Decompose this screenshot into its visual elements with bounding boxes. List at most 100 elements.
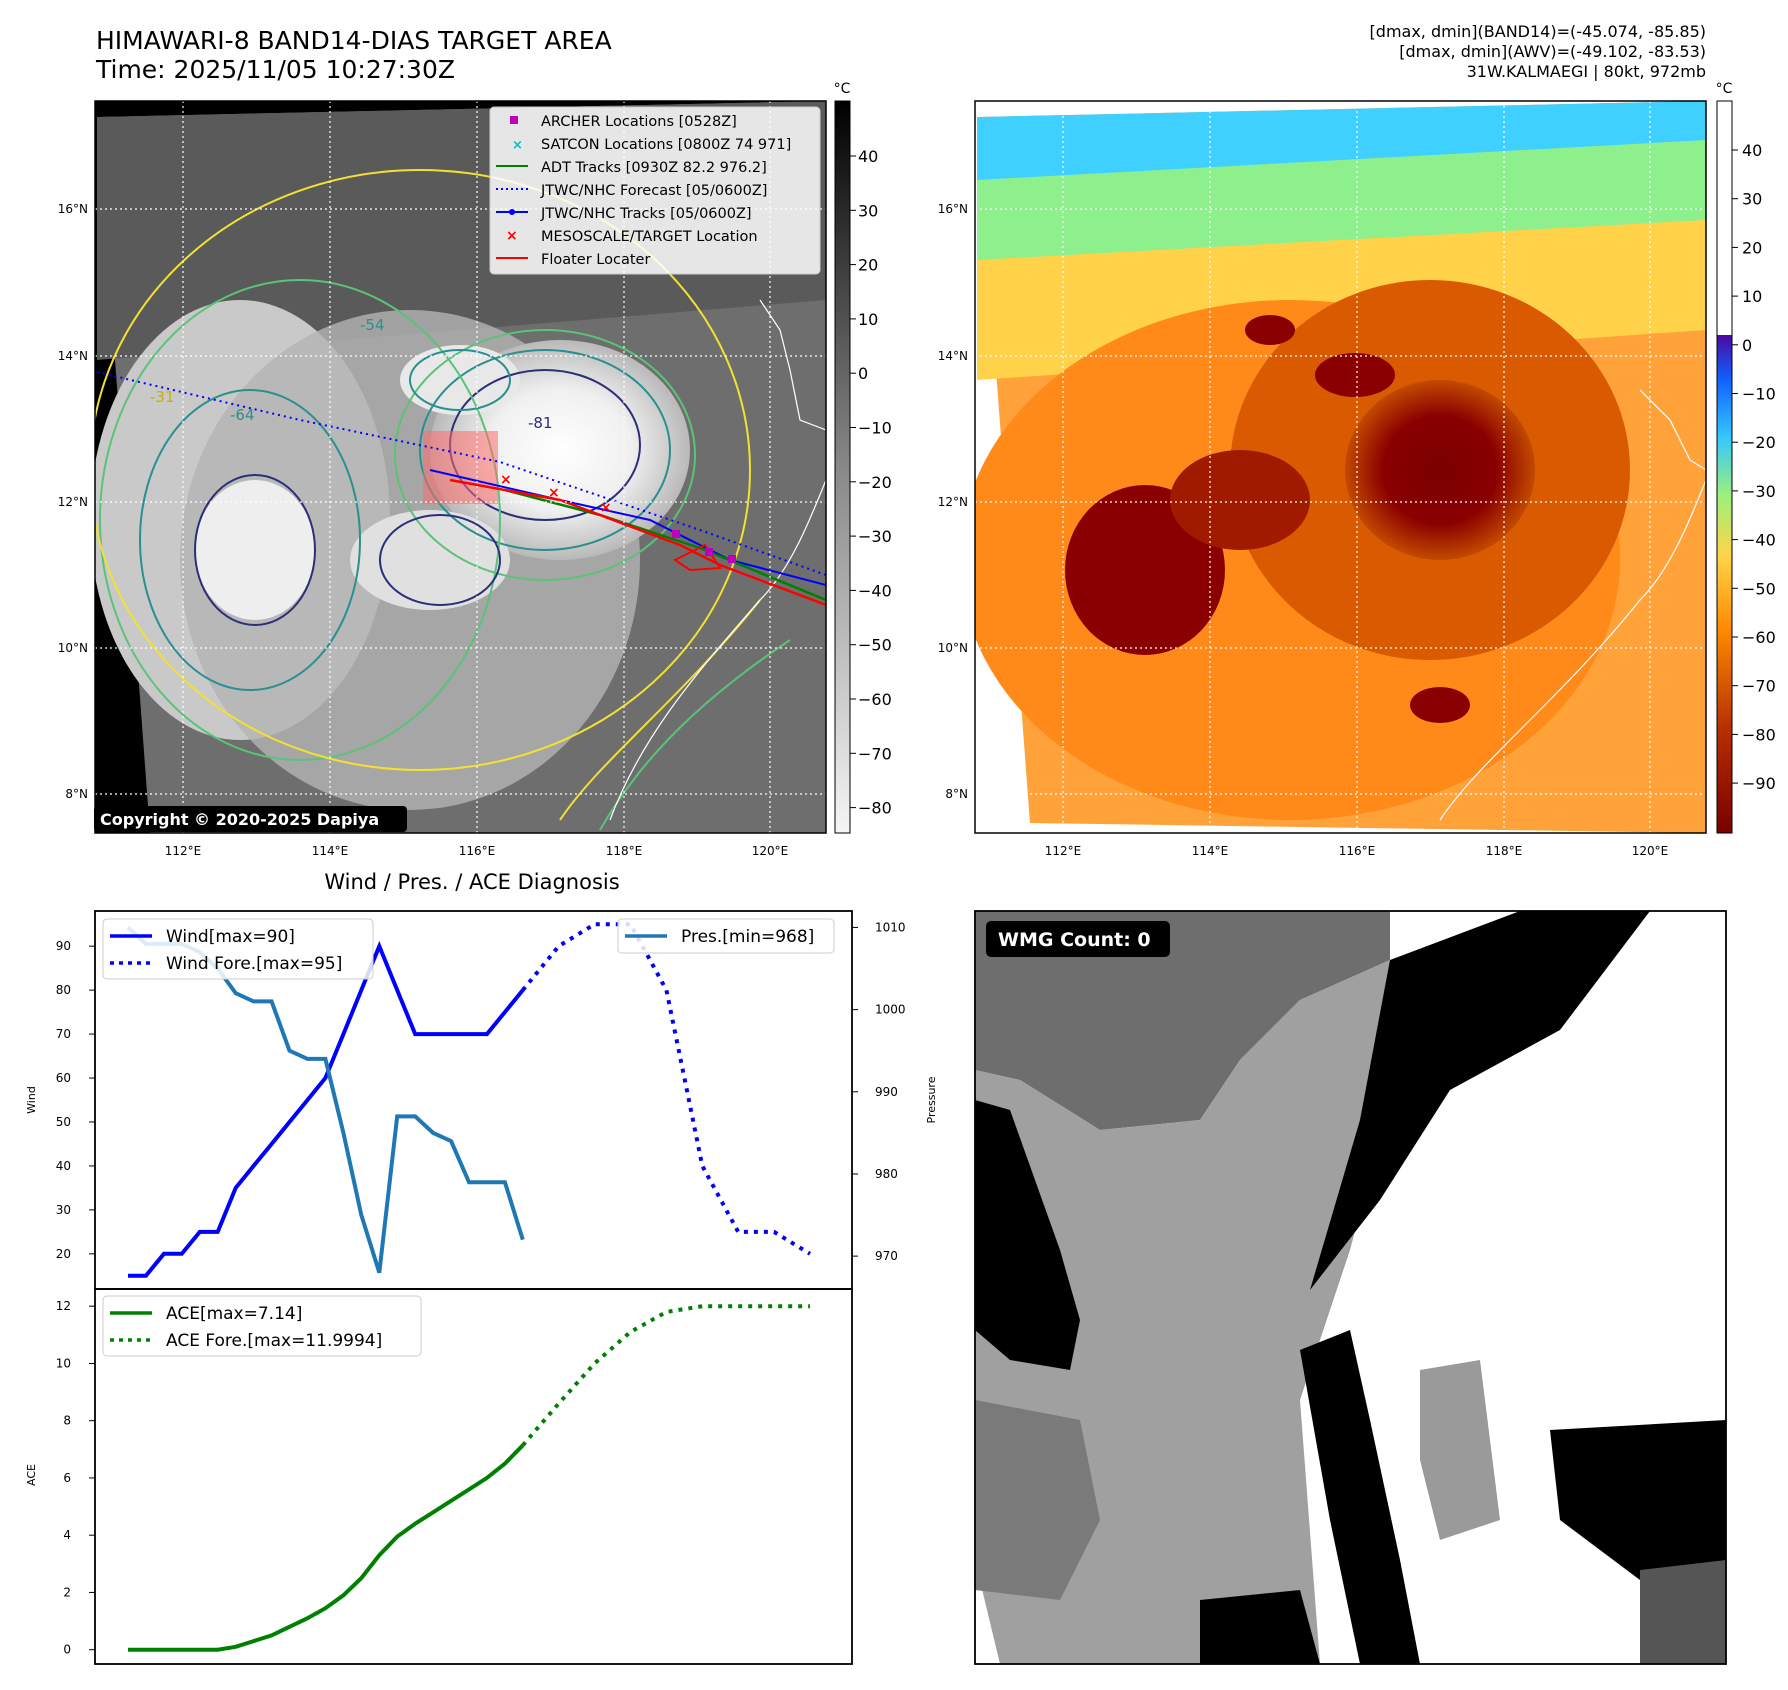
legend-wind: Wind[max=90] bbox=[166, 927, 295, 947]
diagnosis-title: Wind / Pres. / ACE Diagnosis bbox=[324, 870, 619, 894]
target-markers: × × × bbox=[500, 472, 612, 516]
map1-frame bbox=[94, 100, 827, 834]
colorbar2-tick-label: −30 bbox=[1742, 482, 1776, 501]
pressure-tick-label: 970 bbox=[875, 1249, 898, 1263]
lat-label-16: 16°N bbox=[58, 202, 88, 216]
lon-label-118: 118°E bbox=[606, 844, 643, 858]
wind-tick-label: 50 bbox=[56, 1115, 71, 1129]
colorbar1-tick-label: −30 bbox=[858, 527, 892, 546]
colorbar1-tick-label: −40 bbox=[858, 581, 892, 600]
svg-text:×: × bbox=[500, 472, 512, 488]
ace-tick-label: 2 bbox=[63, 1585, 71, 1599]
ace-tick-label: 6 bbox=[63, 1471, 71, 1485]
lat-label-14: 14°N bbox=[58, 349, 88, 363]
ace-legend: ACE[max=7.14] ACE Fore.[max=11.9994] bbox=[102, 1295, 422, 1357]
title-line-1: HIMAWARI-8 BAND14-DIAS TARGET AREA bbox=[96, 26, 612, 55]
copyright-text: Copyright © 2020-2025 Dapiya bbox=[100, 810, 379, 829]
svg-text:×: × bbox=[548, 485, 560, 501]
legend-target-location: MESOSCALE/TARGET Location bbox=[541, 229, 758, 245]
colorbar1-tick-label: −60 bbox=[858, 690, 892, 709]
colorbar2-tick-label: 20 bbox=[1742, 238, 1762, 257]
info-line-3: 31W.KALMAEGI | 80kt, 972mb bbox=[1466, 62, 1706, 81]
colorbar-grayscale bbox=[834, 100, 851, 834]
wind-forecast-series-line bbox=[521, 922, 812, 1256]
target-marker-icon: × bbox=[506, 228, 518, 244]
wind-tick-label: 40 bbox=[56, 1159, 71, 1173]
lon-label-112: 112°E bbox=[165, 844, 202, 858]
colorbar2-tick-label: −70 bbox=[1742, 677, 1776, 696]
ace-forecast-series-line bbox=[521, 1304, 810, 1447]
pressure-axis-label: Pressure bbox=[925, 1076, 938, 1123]
lon-label-114-b: 114°E bbox=[1192, 844, 1229, 858]
colorbar2-tick-label: −60 bbox=[1742, 628, 1776, 647]
colorbar1-tick-label: −50 bbox=[858, 636, 892, 655]
lon-label-120-b: 120°E bbox=[1632, 844, 1669, 858]
svg-text:×: × bbox=[600, 500, 612, 516]
wind-axis-label: Wind bbox=[25, 1086, 38, 1114]
contour-label-31: -31 bbox=[150, 388, 175, 406]
wmg-label-box bbox=[986, 921, 1170, 957]
pressure-tick-label: 1000 bbox=[875, 1003, 906, 1017]
colorbar2-tick-label: 0 bbox=[1742, 336, 1752, 355]
lon-label-116-b: 116°E bbox=[1339, 844, 1376, 858]
colorbar1-tick-label: −80 bbox=[858, 799, 892, 818]
lat-label-10: 10°N bbox=[58, 641, 88, 655]
legend-archer: ARCHER Locations [0528Z] bbox=[541, 114, 737, 130]
map2-axis-labels: 112°E 114°E 116°E 118°E 120°E 16°N 14°N … bbox=[938, 202, 1669, 858]
ace-tick-label: 8 bbox=[63, 1414, 71, 1428]
wind-tick-label: 20 bbox=[56, 1247, 71, 1261]
info-line-1: [dmax, dmin](BAND14)=(-45.074, -85.85) bbox=[1369, 22, 1706, 41]
contour-label-54: -54 bbox=[360, 316, 385, 334]
pres-legend: Pres.[min=968] bbox=[617, 918, 835, 954]
legend-ace-fore: ACE Fore.[max=11.9994] bbox=[166, 1331, 382, 1351]
colorbar1-tick-label: 0 bbox=[858, 364, 868, 383]
legend-pres: Pres.[min=968] bbox=[681, 927, 814, 947]
colorbar1-tick-label: −20 bbox=[858, 473, 892, 492]
lat-label-12-b: 12°N bbox=[938, 495, 968, 509]
lat-label-16-b: 16°N bbox=[938, 202, 968, 216]
storm-info: [dmax, dmin](BAND14)=(-45.074, -85.85) [… bbox=[1370, 22, 1706, 82]
lon-label-114: 114°E bbox=[312, 844, 349, 858]
legend-jtwc-tracks: JTWC/NHC Tracks [05/0600Z] bbox=[540, 206, 752, 222]
ace-tick-label: 4 bbox=[63, 1528, 71, 1542]
pressure-tick-label: 1010 bbox=[875, 920, 906, 934]
wmg-panel: WMG Count: 0 bbox=[974, 910, 1727, 1665]
colorbar2-tick-label: 10 bbox=[1742, 287, 1762, 306]
colorbar2-tick-label: −50 bbox=[1742, 579, 1776, 598]
colorbar1-tick-label: −10 bbox=[858, 419, 892, 438]
info-line-2: [dmax, dmin](AWV)=(-49.102, -83.53) bbox=[1399, 42, 1706, 61]
map-legend: × × ARCHER Locations [0528Z] SATCON Loca… bbox=[489, 106, 821, 275]
wind-tick-label: 30 bbox=[56, 1203, 71, 1217]
wind-legend: Wind[max=90] Wind Fore.[max=95] bbox=[102, 918, 374, 980]
legend-ace: ACE[max=7.14] bbox=[166, 1304, 302, 1324]
contour-labels: -81 -31 -64 -54 bbox=[150, 316, 553, 432]
ir-grayscale-map: × × × bbox=[95, 101, 826, 833]
colorbar2-tick-label: −10 bbox=[1742, 385, 1776, 404]
legend-jtwc-forecast: JTWC/NHC Forecast [05/0600Z] bbox=[540, 183, 767, 199]
legend-wind-fore: Wind Fore.[max=95] bbox=[166, 954, 342, 974]
lon-label-118-b: 118°E bbox=[1486, 844, 1523, 858]
colorbar1-unit: °C bbox=[834, 81, 851, 97]
colorbar2-tick-label: −20 bbox=[1742, 433, 1776, 452]
map2-frame bbox=[974, 100, 1707, 834]
wind-tick-label: 90 bbox=[56, 939, 71, 953]
legend-satcon: SATCON Locations [0800Z 74 971] bbox=[541, 137, 791, 153]
pressure-ticks: 970 980 990 1000 1010 bbox=[852, 920, 906, 1263]
legend-floater: Floater Locater bbox=[541, 252, 650, 268]
lat-label-8: 8°N bbox=[65, 787, 88, 801]
wind-tick-label: 60 bbox=[56, 1071, 71, 1085]
colorbar2-tick-label: 30 bbox=[1742, 190, 1762, 209]
ace-panel bbox=[94, 1288, 853, 1665]
wind-series-line bbox=[128, 940, 525, 1278]
ace-series-line bbox=[128, 1443, 525, 1652]
archer-marker-icon bbox=[510, 116, 518, 124]
figure-title: HIMAWARI-8 BAND14-DIAS TARGET AREA Time:… bbox=[96, 26, 612, 84]
colorbar1-tick-label: 40 bbox=[858, 147, 878, 166]
colorbar1-tick-label: 30 bbox=[858, 201, 878, 220]
colorbar2-tick-label: −90 bbox=[1742, 774, 1776, 793]
colorbar-color bbox=[1716, 100, 1733, 834]
contour-label-64: -64 bbox=[230, 406, 255, 424]
pressure-tick-label: 980 bbox=[875, 1167, 898, 1181]
colorbar2-tick-label: −80 bbox=[1742, 725, 1776, 744]
